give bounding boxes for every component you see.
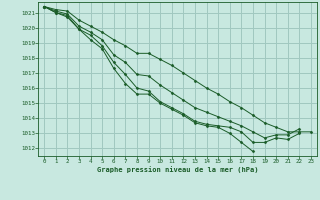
- X-axis label: Graphe pression niveau de la mer (hPa): Graphe pression niveau de la mer (hPa): [97, 167, 258, 173]
